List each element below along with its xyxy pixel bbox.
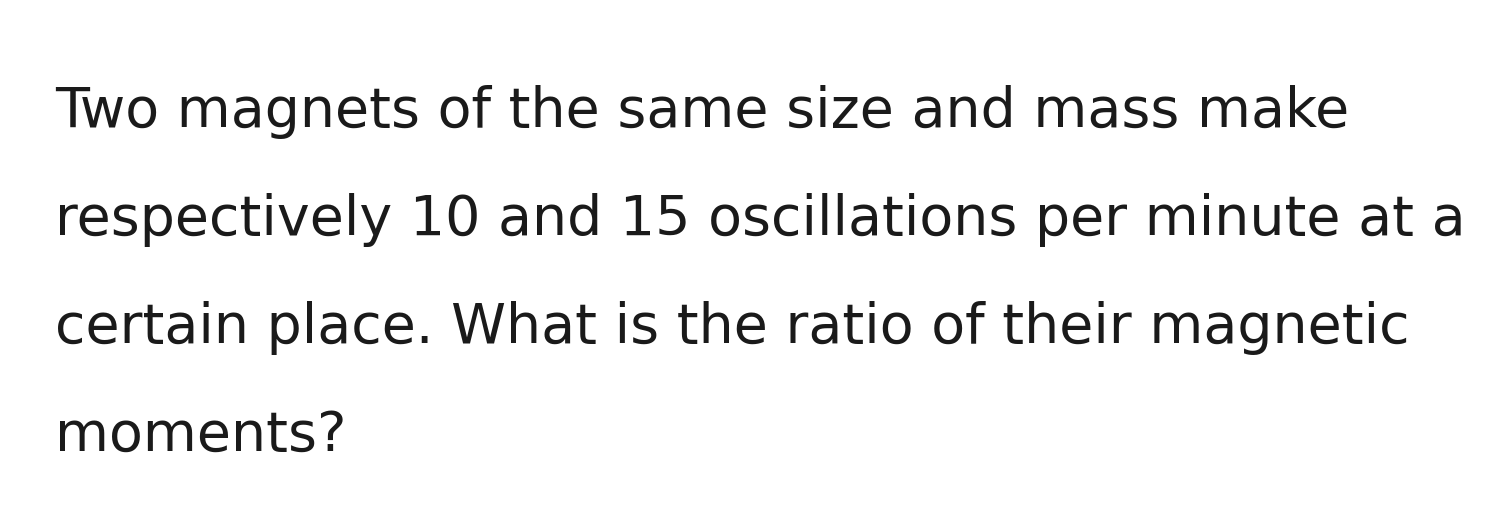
Text: Two magnets of the same size and mass make: Two magnets of the same size and mass ma… [56, 85, 1350, 139]
Text: certain place. What is the ratio of their magnetic: certain place. What is the ratio of thei… [56, 301, 1410, 355]
Text: moments?: moments? [56, 409, 346, 463]
Text: respectively 10 and 15 oscillations per minute at a: respectively 10 and 15 oscillations per … [56, 193, 1466, 247]
